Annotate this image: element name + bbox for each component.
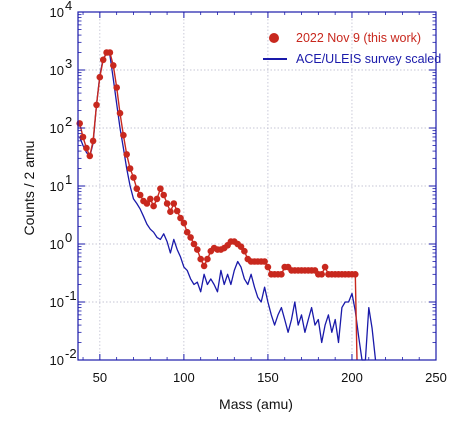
this-work-point xyxy=(116,109,124,117)
this-work-point xyxy=(150,202,157,210)
legend-marker-this-work xyxy=(269,33,279,43)
legend: 2022 Nov 9 (this work) ACE/ULEIS survey … xyxy=(263,31,441,66)
this-work-point xyxy=(86,152,94,160)
this-work-point xyxy=(167,208,174,215)
this-work-point xyxy=(110,62,117,69)
this-work-point xyxy=(204,255,211,263)
this-work-point xyxy=(261,258,268,265)
this-work-point xyxy=(130,174,137,181)
y-tick-exponent: 1 xyxy=(65,172,72,187)
this-work-point xyxy=(106,49,114,56)
this-work-point xyxy=(187,234,194,241)
this-work-point xyxy=(190,240,198,248)
this-work-point xyxy=(93,101,100,109)
this-work-point xyxy=(160,191,167,199)
this-work-point xyxy=(237,243,245,250)
x-tick-label: 250 xyxy=(425,370,447,385)
this-work-point xyxy=(170,200,178,207)
this-work-point xyxy=(264,263,272,271)
y-tick-exponent: 0 xyxy=(65,230,72,245)
x-tick-label: 100 xyxy=(173,370,195,385)
this-work-point xyxy=(79,133,87,141)
this-work-point xyxy=(113,84,120,91)
this-work-point xyxy=(89,137,97,145)
this-work-point xyxy=(352,271,359,278)
this-work-point xyxy=(318,271,326,278)
y-tick-exponent: -2 xyxy=(65,346,77,361)
y-tick-exponent: 2 xyxy=(65,114,72,129)
this-work-point xyxy=(126,165,134,172)
this-work-point xyxy=(177,214,184,222)
y-tick-exponent: 4 xyxy=(65,0,72,13)
y-tick-label: 10 xyxy=(50,5,64,20)
y-tick-label: 10 xyxy=(50,179,64,194)
this-work-point xyxy=(76,120,83,127)
x-tick-labels: 50 100 150 200 250 xyxy=(93,370,447,385)
x-axis-title: Mass (amu) xyxy=(219,396,293,412)
this-work-point xyxy=(99,56,107,64)
this-work-point xyxy=(278,271,285,278)
this-work-point xyxy=(147,195,154,203)
this-work-point xyxy=(83,144,90,152)
y-axis-title: Counts / 2 amu xyxy=(21,141,37,236)
this-work-line xyxy=(79,51,358,361)
ace-uleis-line xyxy=(79,53,377,361)
x-tick-label: 150 xyxy=(257,370,279,385)
this-work-point xyxy=(163,200,171,207)
y-tick-exponent: -1 xyxy=(65,288,77,303)
this-work-point xyxy=(197,255,204,263)
this-work-point xyxy=(133,185,141,192)
x-tick-label: 50 xyxy=(93,370,107,385)
this-work-point xyxy=(241,247,248,255)
y-tick-exponent: 3 xyxy=(65,56,72,71)
this-work-point xyxy=(180,219,188,227)
legend-label-this-work: 2022 Nov 9 (this work) xyxy=(296,31,421,45)
this-work-point xyxy=(96,73,104,81)
this-work-point xyxy=(120,131,127,139)
legend-label-ace-uleis: ACE/ULEIS survey scaled xyxy=(296,52,441,66)
this-work-point xyxy=(194,246,201,253)
this-work-point xyxy=(321,263,329,271)
this-work-point xyxy=(200,262,208,270)
this-work-point xyxy=(123,151,130,158)
this-work-series xyxy=(76,49,359,361)
ace-uleis-series xyxy=(79,53,377,361)
y-tick-label: 10 xyxy=(50,63,64,78)
this-work-point xyxy=(136,191,144,199)
y-tick-label: 10 xyxy=(50,353,64,368)
x-tick-label: 200 xyxy=(341,370,363,385)
axis-ticks xyxy=(78,11,437,361)
this-work-point xyxy=(153,195,161,203)
y-tick-label: 10 xyxy=(50,295,64,310)
this-work-point xyxy=(173,207,181,215)
this-work-point xyxy=(143,200,151,207)
this-work-point xyxy=(157,185,164,192)
this-work-point xyxy=(183,228,191,236)
y-tick-label: 10 xyxy=(50,121,64,136)
y-tick-label: 10 xyxy=(50,237,64,252)
